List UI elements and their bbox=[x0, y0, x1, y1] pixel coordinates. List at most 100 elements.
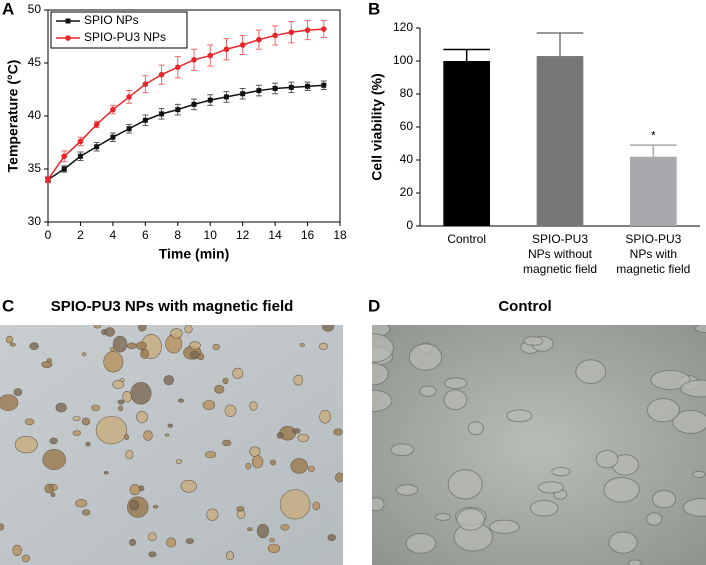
marker bbox=[159, 111, 165, 117]
cells bbox=[372, 325, 706, 565]
cell bbox=[692, 470, 706, 479]
cell bbox=[372, 333, 394, 363]
cell bbox=[9, 342, 16, 347]
cell bbox=[292, 428, 301, 434]
cell bbox=[24, 418, 35, 426]
marker bbox=[158, 71, 165, 78]
cell bbox=[185, 538, 194, 544]
marker bbox=[304, 27, 311, 33]
cell bbox=[372, 389, 393, 413]
cell bbox=[103, 471, 109, 475]
x-tick-label: 10 bbox=[204, 228, 218, 242]
x-tick-label: 16 bbox=[301, 228, 315, 242]
cell bbox=[447, 469, 483, 500]
cell bbox=[75, 499, 88, 508]
x-axis-label: Time (min) bbox=[159, 246, 230, 262]
cell bbox=[118, 405, 124, 412]
y-tick-label: 100 bbox=[393, 53, 413, 67]
legend-marker bbox=[65, 18, 71, 24]
marker bbox=[207, 52, 214, 59]
x-tick-label: 4 bbox=[110, 228, 117, 242]
cell bbox=[135, 341, 147, 350]
cell bbox=[297, 433, 309, 443]
x-tick-label: 2 bbox=[77, 228, 84, 242]
cell bbox=[293, 374, 304, 386]
cell bbox=[55, 402, 67, 413]
cell bbox=[537, 481, 564, 494]
cell bbox=[270, 459, 276, 466]
image-title: SPIO-PU3 NPs with magnetic field bbox=[51, 298, 294, 315]
cell bbox=[319, 342, 328, 351]
cell bbox=[85, 441, 91, 447]
cell bbox=[44, 483, 54, 494]
cell bbox=[5, 335, 14, 344]
error-bar bbox=[536, 32, 584, 57]
cell bbox=[529, 499, 559, 517]
cell bbox=[672, 409, 706, 434]
x-tick-label: 6 bbox=[142, 228, 149, 242]
x-tick-label: Control bbox=[447, 232, 486, 246]
cell bbox=[163, 375, 175, 386]
marker bbox=[142, 81, 149, 87]
cell bbox=[390, 443, 415, 457]
cell bbox=[14, 436, 38, 454]
cell bbox=[122, 391, 132, 403]
cell bbox=[595, 449, 619, 469]
cell bbox=[175, 459, 183, 465]
cell bbox=[290, 458, 308, 474]
y-tick-label: 30 bbox=[28, 214, 42, 228]
marker bbox=[288, 84, 294, 90]
marker bbox=[256, 88, 262, 94]
marker bbox=[191, 57, 197, 63]
cell bbox=[143, 430, 153, 441]
cell bbox=[41, 361, 53, 368]
cell bbox=[608, 531, 638, 554]
cell bbox=[167, 423, 174, 428]
cell bbox=[152, 504, 159, 509]
cell bbox=[419, 385, 437, 397]
x-tick-label: 18 bbox=[333, 228, 347, 242]
bar bbox=[630, 156, 677, 226]
cell bbox=[72, 430, 81, 436]
cell bbox=[81, 417, 91, 426]
cell bbox=[435, 513, 451, 521]
cell bbox=[42, 449, 66, 470]
cell bbox=[29, 342, 39, 350]
marker bbox=[288, 29, 295, 36]
cell bbox=[103, 351, 124, 373]
cell bbox=[180, 479, 197, 493]
cell bbox=[95, 416, 128, 445]
cell bbox=[129, 484, 141, 496]
cell bbox=[279, 489, 311, 520]
cell bbox=[0, 394, 19, 411]
x-tick-label: NPs with bbox=[630, 247, 677, 261]
cell bbox=[395, 484, 419, 496]
cell bbox=[405, 532, 437, 554]
series-line bbox=[47, 84, 324, 181]
cell bbox=[299, 343, 305, 347]
x-tick-label: NPs without bbox=[528, 247, 593, 261]
marker bbox=[223, 46, 230, 53]
cell bbox=[50, 492, 56, 498]
cell bbox=[214, 385, 225, 394]
x-tick-label: 12 bbox=[236, 228, 250, 242]
cell bbox=[140, 348, 150, 359]
cell bbox=[506, 409, 533, 423]
cell bbox=[247, 527, 253, 532]
y-tick-label: 60 bbox=[400, 119, 414, 133]
marker bbox=[240, 91, 246, 97]
panel-letter: C bbox=[2, 296, 14, 315]
cell bbox=[148, 551, 157, 558]
cell bbox=[109, 347, 116, 352]
cell bbox=[184, 325, 193, 334]
cell bbox=[93, 325, 102, 329]
cell bbox=[322, 325, 335, 332]
cell bbox=[456, 508, 486, 531]
cell bbox=[333, 428, 343, 436]
cell bbox=[147, 532, 157, 542]
cells bbox=[0, 325, 343, 563]
cell bbox=[224, 404, 237, 417]
cell bbox=[222, 439, 232, 447]
cell bbox=[170, 328, 183, 339]
